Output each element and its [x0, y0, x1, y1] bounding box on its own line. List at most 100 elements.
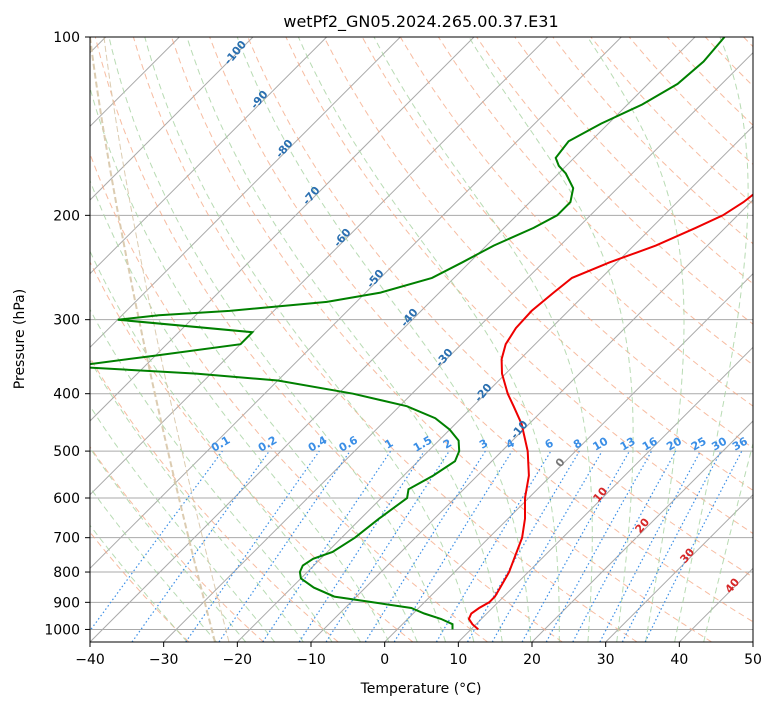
- dry-adiabat-label: -80: [273, 137, 296, 161]
- dry-adiabat-label: -50: [364, 267, 387, 291]
- x-tick-label: 50: [744, 652, 762, 668]
- x-tick-label: 20: [523, 652, 541, 668]
- moist-adiabat-line: [144, 37, 475, 642]
- moist-adiabat-line: [468, 37, 634, 642]
- moist-adiabat-line: [674, 37, 749, 642]
- x-tick-label: 40: [670, 652, 688, 668]
- dry-adiabat-line: [90, 446, 264, 642]
- y-tick-label: 800: [53, 565, 80, 581]
- mixing-ratio-line: [466, 450, 580, 642]
- mixing-ratio-line: [262, 450, 392, 642]
- mixing-ratio-label: 3: [477, 437, 490, 452]
- isotherm-line: [90, 37, 328, 275]
- x-tick-label: −30: [149, 652, 179, 668]
- isotherm-line: [384, 272, 753, 642]
- dry-adiabat-line: [514, 37, 753, 285]
- dry-adiabat-line: [90, 152, 488, 642]
- x-tick-label: −10: [296, 652, 326, 668]
- moist-adiabat-line: [90, 486, 217, 642]
- y-tick-label: 500: [53, 444, 80, 460]
- moist-adiabat-line: [90, 179, 390, 642]
- dry-adiabat-line: [323, 37, 753, 491]
- dry-adiabat-line: [285, 37, 753, 535]
- x-axis-label: Temperature (°C): [360, 681, 482, 697]
- isotherm-line: [752, 641, 753, 642]
- mixing-ratio-label: 6: [543, 436, 556, 451]
- moist-adiabat-line: [186, 37, 503, 642]
- isotherm-line: [90, 37, 622, 570]
- moist-adiabat-line: [703, 441, 753, 642]
- dry-adiabat-line: [90, 531, 190, 642]
- dry-adiabat-line: [209, 37, 753, 623]
- dry-adiabat-line: [476, 37, 753, 325]
- mixing-ratio-line: [325, 450, 450, 642]
- mixing-ratio-line: [644, 450, 743, 642]
- isotherm-line: [605, 493, 753, 642]
- moist-adiabat-line: [90, 405, 276, 642]
- moist-adiabat-label: 0: [553, 455, 568, 469]
- mixing-ratio-line: [185, 450, 320, 642]
- moist-adiabat-line: [90, 86, 418, 642]
- y-tick-label: 400: [53, 387, 80, 403]
- isotherm-line: [90, 37, 254, 201]
- moist-adiabat-line: [236, 37, 532, 642]
- moist-adiabat-line: [373, 37, 593, 642]
- isotherm-line: [163, 51, 753, 642]
- mixing-ratio-line: [393, 450, 513, 642]
- moist-adiabat-line: [90, 359, 304, 642]
- x-tick-label: 0: [380, 652, 389, 668]
- dry-adiabat-line: [132, 37, 638, 642]
- mixing-ratio-line: [545, 450, 653, 642]
- dry-adiabat-line: [171, 37, 712, 642]
- y-axis-label: Pressure (hPa): [12, 289, 28, 389]
- moist-adiabat-line: [90, 250, 362, 642]
- moist-adiabat-label: 20: [632, 515, 652, 535]
- dry-adiabat-line: [90, 260, 414, 642]
- dry-adiabat-line: [552, 37, 753, 245]
- dry-adiabat-line: [437, 37, 753, 366]
- chart-title: wetPf2_GN05.2024.265.00.37.E31: [283, 12, 558, 32]
- dry-adiabat-line: [743, 37, 753, 48]
- isotherm-line: [90, 37, 475, 422]
- isotherm-line: [90, 37, 401, 349]
- y-tick-label: 600: [53, 491, 80, 507]
- dry-adiabat-label: -10: [508, 418, 531, 442]
- y-tick-label: 200: [53, 208, 80, 224]
- y-tick-label: 900: [53, 595, 80, 611]
- moist-adiabat-line: [297, 37, 560, 642]
- moist-adiabat-label: 40: [722, 575, 742, 595]
- dry-adiabat-line: [90, 356, 339, 642]
- temperature-profile: [467, 193, 753, 631]
- dry-adiabat-line: [94, 37, 563, 642]
- brown-reference-curve: [90, 37, 216, 642]
- dry-adiabat-line: [247, 37, 753, 578]
- x-tick-label: −40: [75, 652, 105, 668]
- x-tick-label: 10: [449, 652, 467, 668]
- dry-adiabat-label: -30: [433, 346, 456, 370]
- x-tick-label: 30: [597, 652, 615, 668]
- isotherm-line: [90, 37, 696, 642]
- moist-adiabat-line: [587, 37, 685, 642]
- dry-adiabat-label: -100: [221, 38, 249, 68]
- y-tick-label: 1000: [44, 622, 80, 638]
- moist-adiabat-line: [90, 524, 188, 642]
- dry-adiabat-label: -70: [300, 184, 323, 208]
- mixing-ratio-line: [131, 450, 270, 642]
- moist-adiabat-line: [108, 37, 447, 642]
- mixing-ratio-label: 2: [441, 437, 454, 452]
- mixing-ratio-line: [218, 450, 351, 642]
- plot-frame: [89, 36, 754, 643]
- isotherm-line: [236, 125, 753, 642]
- dry-adiabat-label: -40: [398, 306, 421, 330]
- dewpoint-profile: [90, 37, 726, 630]
- y-tick-label: 300: [53, 313, 80, 329]
- isotherm-line: [531, 420, 753, 642]
- moist-adiabat-label: 10: [590, 484, 610, 504]
- moist-adiabat-line: [90, 447, 247, 642]
- y-tick-label: 700: [53, 531, 80, 547]
- isotherm-line: [310, 199, 753, 642]
- dry-adiabat-label: -20: [472, 381, 495, 405]
- mixing-ratio-line: [90, 450, 223, 632]
